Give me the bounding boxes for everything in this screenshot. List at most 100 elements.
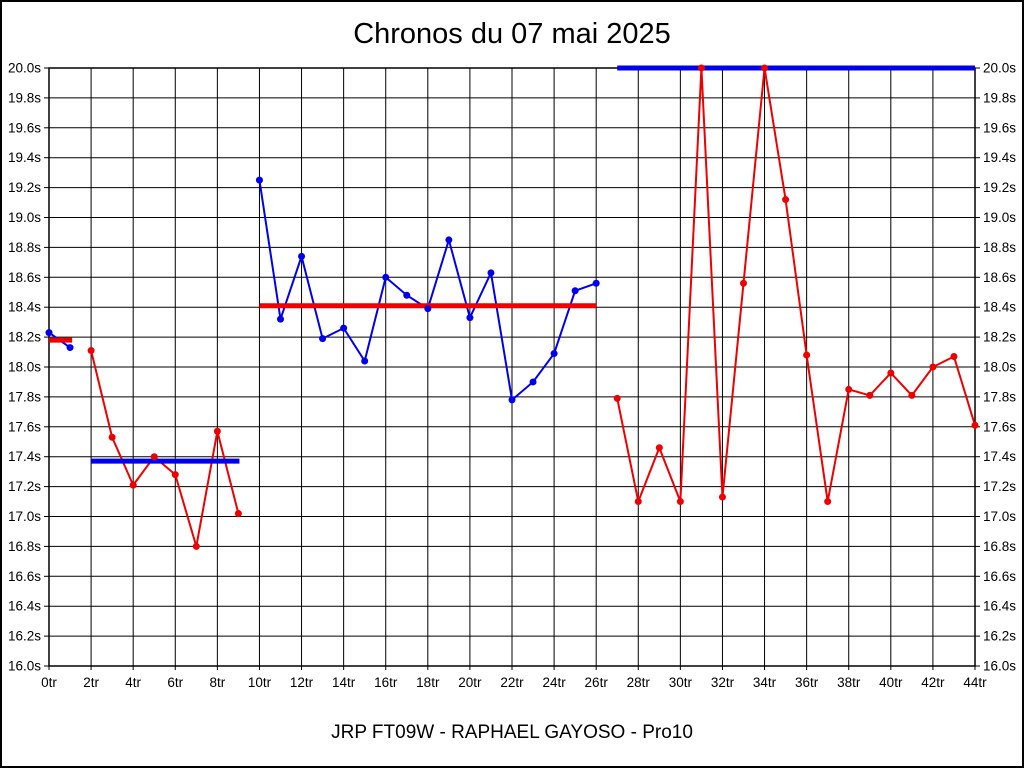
svg-text:17.6s: 17.6s bbox=[8, 419, 41, 434]
svg-text:19.8s: 19.8s bbox=[983, 90, 1016, 105]
red-laps-point bbox=[87, 347, 95, 355]
red-laps-point bbox=[782, 196, 790, 204]
svg-text:0tr: 0tr bbox=[41, 675, 57, 690]
blue-laps-point bbox=[255, 176, 263, 184]
svg-text:17.2s: 17.2s bbox=[983, 479, 1016, 494]
red-laps-point bbox=[613, 394, 621, 402]
x-axis-labels: 0tr 2tr 4tr 6tr 8tr 10tr 12tr 14tr 16tr 18tr 20tr 2… bbox=[41, 675, 987, 690]
svg-text:19.4s: 19.4s bbox=[983, 150, 1016, 165]
svg-text:18.6s: 18.6s bbox=[8, 270, 41, 285]
red-laps-point bbox=[761, 64, 769, 72]
svg-text:16.8s: 16.8s bbox=[8, 539, 41, 554]
svg-text:17.6s: 17.6s bbox=[983, 419, 1016, 434]
blue-laps-point bbox=[298, 252, 306, 260]
svg-text:17.2s: 17.2s bbox=[8, 479, 41, 494]
svg-text:17.4s: 17.4s bbox=[8, 449, 41, 464]
svg-text:20tr: 20tr bbox=[458, 675, 482, 690]
svg-text:16.0s: 16.0s bbox=[8, 659, 41, 674]
svg-text:16.2s: 16.2s bbox=[983, 629, 1016, 644]
svg-text:16.0s: 16.0s bbox=[983, 659, 1016, 674]
red-laps-point bbox=[676, 498, 684, 506]
y-axis-labels-left: 16.0s 16.2s 16.4s 16.6s 16.8s 17.0s 17.2s 17.4s… bbox=[8, 61, 41, 674]
red-laps-point bbox=[697, 64, 705, 72]
svg-text:16.4s: 16.4s bbox=[983, 599, 1016, 614]
blue-laps-point bbox=[529, 378, 537, 386]
svg-text:19.2s: 19.2s bbox=[8, 180, 41, 195]
svg-text:19.2s: 19.2s bbox=[983, 180, 1016, 195]
svg-text:20.0s: 20.0s bbox=[8, 61, 41, 76]
blue-laps-point bbox=[319, 335, 327, 343]
svg-text:18.8s: 18.8s bbox=[983, 240, 1016, 255]
svg-text:19.0s: 19.0s bbox=[8, 210, 41, 225]
svg-text:2tr: 2tr bbox=[83, 675, 99, 690]
svg-text:10tr: 10tr bbox=[248, 675, 272, 690]
svg-text:18tr: 18tr bbox=[416, 675, 440, 690]
y-axis-labels-right: 16.0s 16.2s 16.4s 16.6s 16.8s 17.0s 17.2s 17.4s… bbox=[983, 61, 1016, 674]
svg-text:40tr: 40tr bbox=[879, 675, 903, 690]
svg-text:8tr: 8tr bbox=[209, 675, 225, 690]
svg-text:6tr: 6tr bbox=[167, 675, 183, 690]
blue-laps-point bbox=[550, 350, 558, 358]
blue-laps-point bbox=[45, 329, 53, 337]
red-laps-point bbox=[908, 391, 916, 399]
red-laps-point bbox=[971, 421, 979, 429]
svg-text:17.8s: 17.8s bbox=[8, 389, 41, 404]
red-laps-point bbox=[845, 385, 853, 393]
red-laps-point bbox=[634, 498, 642, 506]
red-laps-point bbox=[950, 353, 958, 361]
svg-text:38tr: 38tr bbox=[837, 675, 861, 690]
red-laps-point bbox=[192, 542, 200, 550]
red-laps-line bbox=[616, 67, 976, 506]
svg-text:18.2s: 18.2s bbox=[983, 330, 1016, 345]
red-laps-point bbox=[213, 427, 221, 435]
svg-text:22tr: 22tr bbox=[500, 675, 524, 690]
svg-text:36tr: 36tr bbox=[795, 675, 819, 690]
svg-text:14tr: 14tr bbox=[332, 675, 356, 690]
grid-lines bbox=[48, 67, 976, 667]
red-laps-point bbox=[887, 369, 895, 377]
blue-laps-point bbox=[487, 269, 495, 277]
svg-text:18.4s: 18.4s bbox=[8, 300, 41, 315]
svg-text:16.8s: 16.8s bbox=[983, 539, 1016, 554]
red-laps-point bbox=[824, 498, 832, 506]
red-laps-point bbox=[171, 471, 179, 479]
svg-text:17.0s: 17.0s bbox=[983, 509, 1016, 524]
svg-text:19.4s: 19.4s bbox=[8, 150, 41, 165]
svg-text:18.6s: 18.6s bbox=[983, 270, 1016, 285]
red-laps-point bbox=[929, 363, 937, 371]
blue-laps-point bbox=[277, 315, 284, 323]
red-laps-point bbox=[234, 510, 242, 518]
svg-text:19.0s: 19.0s bbox=[983, 210, 1016, 225]
svg-text:19.6s: 19.6s bbox=[8, 120, 41, 135]
svg-text:26tr: 26tr bbox=[585, 675, 609, 690]
svg-text:17.8s: 17.8s bbox=[983, 389, 1016, 404]
svg-text:30tr: 30tr bbox=[669, 675, 693, 690]
svg-text:12tr: 12tr bbox=[290, 675, 314, 690]
svg-text:17.0s: 17.0s bbox=[8, 509, 41, 524]
blue-laps-point bbox=[592, 279, 600, 287]
svg-text:16.2s: 16.2s bbox=[8, 629, 41, 644]
red-laps-point bbox=[740, 279, 747, 287]
svg-text:17.4s: 17.4s bbox=[983, 449, 1016, 464]
red-laps-line bbox=[90, 350, 240, 547]
svg-text:18.8s: 18.8s bbox=[8, 240, 41, 255]
red-laps-point bbox=[150, 453, 158, 461]
svg-text:20.0s: 20.0s bbox=[983, 61, 1016, 76]
svg-text:4tr: 4tr bbox=[125, 675, 141, 690]
red-laps-point bbox=[108, 433, 116, 441]
red-laps-point bbox=[655, 444, 663, 452]
plot-frame-and-ticks bbox=[44, 67, 980, 670]
blue-laps-point bbox=[508, 396, 516, 404]
blue-laps-point bbox=[403, 291, 411, 299]
svg-text:16.6s: 16.6s bbox=[983, 569, 1016, 584]
svg-text:16tr: 16tr bbox=[374, 675, 398, 690]
blue-laps-point bbox=[361, 357, 369, 365]
svg-text:44tr: 44tr bbox=[963, 675, 987, 690]
svg-text:16.4s: 16.4s bbox=[8, 599, 41, 614]
series-markers bbox=[45, 64, 979, 550]
svg-text:19.6s: 19.6s bbox=[983, 120, 1016, 135]
blue-laps-point bbox=[445, 236, 453, 244]
svg-text:34tr: 34tr bbox=[753, 675, 777, 690]
blue-laps-point bbox=[571, 287, 579, 295]
